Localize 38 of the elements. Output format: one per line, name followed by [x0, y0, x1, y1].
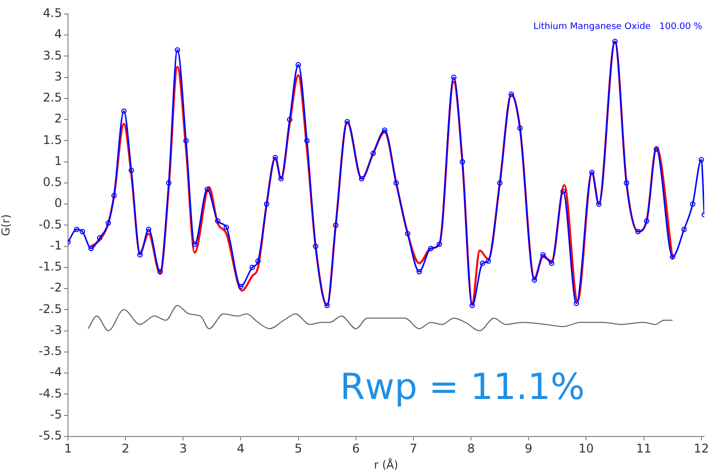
x-tick-label: 6: [352, 442, 360, 456]
x-tick-label: 9: [524, 442, 532, 456]
y-tick-label: -4.5: [38, 386, 62, 400]
x-tick-label: 1: [64, 442, 72, 456]
x-tick-label: 7: [410, 442, 418, 456]
y-tick-label: -1.5: [38, 260, 62, 274]
y-tick-label: -5: [50, 407, 62, 422]
y-tick-label: 0.5: [42, 175, 62, 190]
y-tick-label: 1: [54, 154, 62, 168]
line-series: [88, 304, 674, 332]
x-tick-label: 10: [578, 442, 594, 456]
y-tick-label: -0.5: [38, 217, 62, 232]
y-tick-label: -1: [50, 238, 62, 252]
x-tick-label: 8: [467, 442, 475, 456]
x-axis-title: r (Å): [374, 457, 398, 472]
y-tick-label: -5.5: [38, 428, 62, 443]
x-tick-label: 2: [122, 442, 130, 456]
y-tick-label: -2: [50, 280, 62, 295]
x-tick-label: 4: [236, 442, 245, 456]
y-tick-label: -2.5: [38, 302, 62, 316]
y-tick-label: 3.5: [42, 48, 62, 62]
y-tick-label: -3: [50, 322, 62, 337]
y-tick-label: 2.5: [42, 90, 62, 105]
x-tick-label: 3: [179, 442, 187, 456]
y-tick-label: -3.5: [38, 344, 62, 358]
y-tick-label: 2: [54, 112, 62, 126]
x-tick-label: 11: [636, 442, 652, 456]
y-tick-label: 1.5: [42, 132, 62, 147]
y-axis-title: G(r): [0, 214, 12, 236]
x-tick-label: 5: [294, 442, 302, 456]
y-tick-label: 4.5: [42, 6, 62, 20]
annotation: Lithium Manganese Oxide 100.00 %: [533, 22, 703, 32]
y-tick-label: -4: [50, 365, 62, 380]
y-tick-label: 0: [54, 196, 62, 210]
y-tick-label: 3: [54, 69, 62, 84]
y-tick-label: 4: [54, 27, 62, 42]
x-tick-label: 12: [694, 442, 709, 456]
annotation: Rwp = 11.1%: [340, 367, 585, 408]
